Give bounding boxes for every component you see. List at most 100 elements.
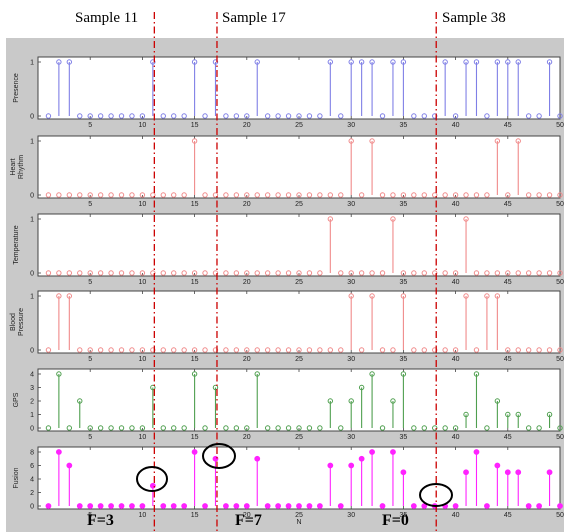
fusion-point — [525, 503, 532, 509]
blood-pressure-point — [139, 347, 146, 353]
presence-point — [390, 59, 396, 65]
gps-point — [473, 371, 480, 377]
gps-point — [202, 425, 208, 431]
heart-rhythm-xtick-label: 50 — [556, 201, 564, 208]
fusion-point — [515, 469, 522, 476]
gps-ylabel: GPS — [13, 392, 20, 407]
temperature-ytick-label: 0 — [30, 271, 34, 278]
blood-pressure-point — [525, 347, 532, 353]
sample-17-label: Sample 17 — [222, 10, 286, 26]
heart-rhythm-xtick-label: 40 — [452, 201, 460, 208]
temperature-point — [525, 270, 532, 276]
presence-point — [421, 113, 427, 119]
gps-point — [254, 371, 260, 377]
blood-pressure-point — [432, 347, 438, 353]
presence-point — [108, 113, 114, 119]
fusion-point — [97, 503, 104, 509]
blood-pressure-point — [97, 347, 104, 353]
temperature-point — [160, 270, 166, 276]
presence-point — [442, 59, 448, 65]
fusion-ylabel: Fusion — [13, 467, 20, 488]
blood-pressure-xtick-label: 10 — [139, 356, 147, 363]
heart-rhythm-plot-area — [37, 135, 561, 199]
gps-point — [296, 425, 302, 431]
fusion-point — [348, 462, 355, 469]
fusion-point — [66, 462, 73, 469]
heart-rhythm-point — [442, 192, 448, 198]
fusion-point — [316, 503, 323, 509]
presence-point — [473, 59, 480, 65]
fusion-xtick-label: 25 — [295, 512, 303, 519]
heart-rhythm-point — [191, 138, 198, 144]
fusion-sample-38-circle — [419, 483, 453, 507]
blood-pressure-point — [108, 347, 114, 353]
temperature-point — [264, 270, 271, 276]
fusion-point — [264, 503, 271, 509]
temperature-point — [536, 270, 542, 276]
gps-point — [171, 425, 177, 431]
gps-point — [442, 425, 448, 431]
fusion-point — [327, 462, 334, 469]
blood-pressure-point — [191, 347, 198, 353]
blood-pressure-xtick-label: 50 — [556, 356, 564, 363]
heart-rhythm-point — [452, 192, 459, 198]
presence-xtick-label: 30 — [347, 122, 355, 129]
blood-pressure-point — [244, 347, 250, 353]
heart-rhythm-point — [473, 192, 480, 198]
temperature-point — [505, 270, 511, 276]
fusion-ytick-label: 0 — [30, 504, 34, 511]
fusion-xtick-label: 10 — [139, 512, 147, 519]
temperature-xtick-label: 5 — [88, 279, 92, 286]
blood-pressure-plot-area — [37, 290, 561, 354]
temperature-point — [108, 270, 114, 276]
gps-point — [421, 425, 427, 431]
gps-point — [484, 425, 490, 431]
presence-point — [275, 113, 281, 119]
blood-pressure-point — [118, 347, 125, 353]
gps-xtick-label: 30 — [347, 434, 355, 441]
gps-point — [411, 425, 417, 431]
heart-rhythm-point — [306, 192, 313, 198]
presence-point — [306, 113, 313, 119]
fusion-sample-11-circle — [136, 466, 168, 492]
blood-pressure-xtick-label: 20 — [243, 356, 251, 363]
heart-rhythm-point — [160, 192, 166, 198]
gps-xtick-label: 50 — [556, 434, 564, 441]
presence-point — [139, 113, 146, 119]
heart-rhythm-point — [327, 192, 334, 198]
heart-rhythm-xtick-label: 25 — [295, 201, 303, 208]
temperature-point — [421, 270, 427, 276]
temperature-point — [379, 270, 386, 276]
presence-point — [87, 113, 93, 119]
presence-point — [432, 113, 438, 119]
gps-ytick-label: 0 — [30, 426, 34, 433]
fusion-point — [379, 503, 386, 509]
gps-point — [139, 425, 146, 431]
blood-pressure-point — [338, 347, 344, 353]
gps-point — [536, 425, 542, 431]
presence-point — [191, 59, 198, 65]
presence-xtick-label: 40 — [452, 122, 460, 129]
blood-pressure-xtick-label: 5 — [88, 356, 92, 363]
heart-rhythm-point — [129, 192, 135, 198]
blood-pressure-xtick-label: 30 — [347, 356, 355, 363]
temperature-point — [191, 270, 198, 276]
fusion-plot-area — [37, 446, 561, 510]
fusion-point — [108, 503, 114, 509]
gps-point — [390, 398, 396, 404]
gps-point — [452, 425, 459, 431]
heart-rhythm-point — [150, 192, 156, 198]
heart-rhythm-point — [223, 192, 229, 198]
presence-point — [181, 113, 187, 119]
fusion-annotation-sample-17: F=7 — [235, 512, 262, 529]
fusion-ytick-label: 6 — [30, 463, 34, 470]
heart-rhythm-point — [87, 192, 93, 198]
gps-point — [494, 398, 501, 404]
heart-rhythm-point — [97, 192, 104, 198]
temperature-point — [358, 270, 365, 276]
heart-rhythm-point — [338, 192, 344, 198]
blood-pressure-point — [358, 347, 365, 353]
temperature-point — [369, 270, 375, 276]
